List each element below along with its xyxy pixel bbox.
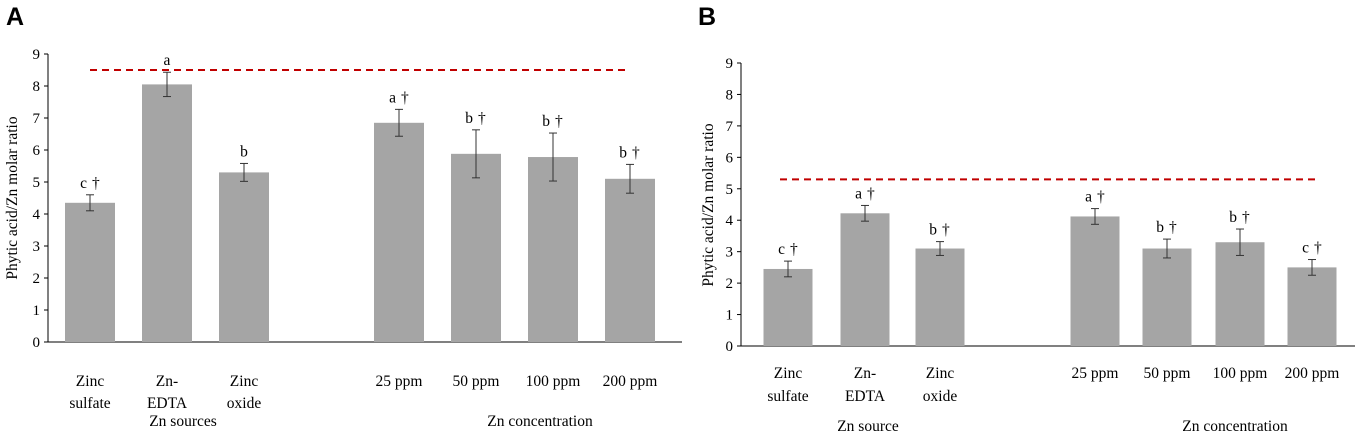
x-tick-label: 25 ppm <box>1072 365 1119 382</box>
x-tick-label: Zinc <box>230 373 259 390</box>
y-tick-label: 4 <box>726 213 734 229</box>
bar <box>1142 248 1192 346</box>
group-label: Zn sources <box>149 413 217 430</box>
x-tick-label: 200 ppm <box>1285 365 1340 382</box>
x-tick-label: 25 ppm <box>376 373 423 390</box>
y-tick-label: 9 <box>33 47 41 63</box>
bar <box>65 202 115 342</box>
y-tick-label: 0 <box>726 339 734 355</box>
x-tick-label: Zinc <box>76 373 105 390</box>
significance-letter: a <box>855 185 862 202</box>
y-tick-label: 7 <box>33 111 41 127</box>
y-tick-label: 5 <box>726 182 734 198</box>
dagger-mark: † <box>1169 219 1177 236</box>
y-tick-label: 2 <box>726 276 734 292</box>
bar <box>142 84 192 343</box>
group-label: Zn concentration <box>487 413 593 430</box>
bar <box>1287 267 1337 346</box>
dagger-mark: † <box>1242 209 1250 226</box>
bar <box>528 157 578 342</box>
dagger-mark: † <box>555 113 563 130</box>
x-tick-label: Zn- <box>156 373 178 390</box>
x-tick-label: 100 ppm <box>1213 365 1268 382</box>
dagger-mark: † <box>1314 240 1322 257</box>
x-tick-label: Zn- <box>854 365 876 382</box>
x-tick-label: Zinc <box>774 365 803 382</box>
x-tick-label: EDTA <box>845 388 886 405</box>
panel-label: B <box>698 3 716 31</box>
bar <box>915 248 965 346</box>
significance-letter: c <box>80 175 87 192</box>
panel-label: A <box>6 3 24 31</box>
y-tick-label: 8 <box>726 87 734 103</box>
significance-letter: b <box>929 222 937 239</box>
significance-letter: b <box>542 113 550 130</box>
panel-b: B Phytic acid/Zn molar ratio 0 1 2 3 4 5 6 7 8 9 c † Z… <box>698 3 1355 432</box>
dagger-mark: † <box>401 89 409 106</box>
panel-a: A Phytic acid/Zn molar ratio 0 1 2 3 4 5 6 7 8 9 c † Z… <box>4 3 682 430</box>
bar <box>1215 242 1265 346</box>
significance-letter: b <box>619 144 627 161</box>
x-tick-label: sulfate <box>69 395 110 412</box>
dagger-mark: † <box>92 175 100 192</box>
dagger-mark: † <box>942 222 950 239</box>
group-label: Zn concentration <box>1182 418 1288 432</box>
x-tick-label: oxide <box>227 395 262 412</box>
dagger-mark: † <box>1097 189 1105 206</box>
y-tick-label: 4 <box>33 207 41 223</box>
bar <box>763 268 813 346</box>
y-tick-label: 1 <box>33 303 41 319</box>
significance-letter: a <box>164 52 171 69</box>
significance-letter: a <box>1085 189 1092 206</box>
y-tick-label: 3 <box>726 245 734 261</box>
y-tick-label: 6 <box>33 143 41 159</box>
y-tick-label: 3 <box>33 239 41 255</box>
y-tick-label: 0 <box>33 335 41 351</box>
significance-letter: b <box>240 143 248 160</box>
significance-letter: b <box>1229 209 1237 226</box>
x-tick-label: oxide <box>923 388 958 405</box>
x-tick-label: 50 ppm <box>1144 365 1191 382</box>
y-tick-label: 9 <box>726 56 734 72</box>
x-tick-label: Zinc <box>926 365 955 382</box>
bar <box>605 178 655 342</box>
significance-letter: a <box>389 89 396 106</box>
significance-letter: c <box>1302 240 1309 257</box>
y-axis-label: Phytic acid/Zn molar ratio <box>4 116 21 279</box>
x-tick-label: 200 ppm <box>603 373 658 390</box>
bar <box>374 122 424 342</box>
dagger-mark: † <box>790 241 798 258</box>
y-axis-label: Phytic acid/Zn molar ratio <box>700 123 717 286</box>
x-tick-label: EDTA <box>147 395 188 412</box>
bar <box>1070 216 1120 346</box>
dagger-mark: † <box>632 144 640 161</box>
y-tick-label: 1 <box>726 308 734 324</box>
significance-letter: b <box>1156 219 1164 236</box>
significance-letter: c <box>778 241 785 258</box>
dagger-mark: † <box>478 110 486 127</box>
dagger-mark: † <box>867 185 875 202</box>
x-tick-label: 50 ppm <box>453 373 500 390</box>
y-tick-label: 2 <box>33 271 41 287</box>
y-tick-label: 8 <box>33 79 41 95</box>
y-tick-label: 5 <box>33 175 41 191</box>
significance-letter: b <box>465 110 473 127</box>
y-tick-label: 7 <box>726 119 734 135</box>
x-tick-label: 100 ppm <box>526 373 581 390</box>
bar <box>840 213 890 346</box>
bar <box>219 172 269 342</box>
group-label: Zn source <box>837 418 899 432</box>
y-tick-label: 6 <box>726 150 734 166</box>
bar <box>451 153 501 342</box>
x-tick-label: sulfate <box>767 388 808 405</box>
